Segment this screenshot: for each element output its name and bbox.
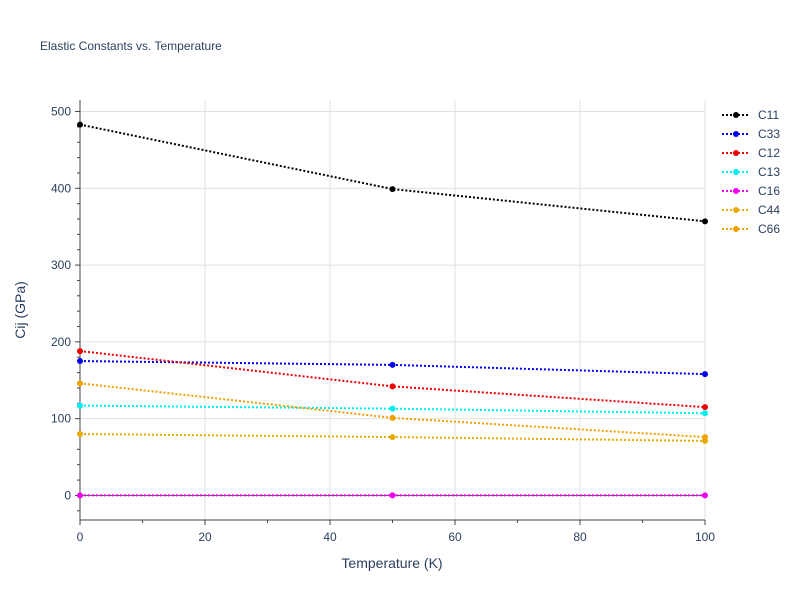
data-point [702,492,708,499]
legend-label: C44 [758,203,780,217]
x-tick-label: 0 [77,530,84,544]
y-tick-label: 500 [51,105,71,119]
y-axis-title: Cij (GPa) [12,281,28,339]
legend-label: C16 [758,184,780,198]
y-tick-label: 400 [51,181,71,195]
data-point [389,383,396,390]
series-line [79,350,706,409]
data-point [77,402,83,409]
legend-swatch-marker [733,188,739,194]
legend[interactable]: C11 C33 C12 C13 C16 C44 C66 [722,108,780,236]
axes [75,100,706,525]
x-tick-label: 40 [323,530,337,544]
series-c66 [77,380,708,441]
data-point [389,405,396,412]
data-point [77,380,83,387]
tick-labels: 0 20 40 60 80 100 0 100 200 300 400 500 [51,105,715,544]
data-point [389,361,396,368]
legend-swatch-marker [733,226,739,232]
data-point [702,218,708,225]
legend-item-c16[interactable]: C16 [722,184,780,198]
y-tick-label: 100 [51,412,71,426]
x-tick-label: 80 [573,530,587,544]
legend-swatch-marker [733,131,739,137]
legend-swatch-marker [733,169,739,175]
legend-item-c13[interactable]: C13 [722,165,780,179]
x-tick-label: 100 [695,530,715,544]
legend-swatch-marker [733,207,739,213]
data-point [702,371,708,378]
data-point [702,404,708,411]
series-line [79,382,706,439]
y-tick-label: 200 [51,335,71,349]
series-line [79,123,706,223]
x-axis-title: Temperature (K) [341,555,442,571]
legend-label: C12 [758,146,780,160]
legend-item-c44[interactable]: C44 [722,203,780,217]
series-c11 [77,121,708,225]
data-point [77,348,83,355]
legend-swatch-marker [733,150,739,156]
legend-label: C66 [758,222,780,236]
legend-label: C33 [758,127,780,141]
series-c12 [77,348,708,411]
series-c13 [77,402,708,417]
data-point [702,410,708,417]
x-tick-label: 60 [448,530,462,544]
data-point [77,121,83,128]
data-point [77,431,83,438]
y-tick-label: 300 [51,258,71,272]
data-point [389,414,396,421]
legend-item-c33[interactable]: C33 [722,127,780,141]
series-c44 [77,431,708,444]
data-point [702,434,708,441]
legend-item-c12[interactable]: C12 [722,146,780,160]
legend-label: C11 [758,108,779,122]
data-point [389,186,396,193]
series-lines [77,121,708,499]
y-tick-label: 0 [64,488,71,502]
data-point [77,492,83,499]
series-c16 [77,492,708,499]
legend-item-c11[interactable]: C11 [722,108,779,122]
data-point [389,434,396,441]
data-point [389,492,396,499]
legend-label: C13 [758,165,780,179]
chart-title: Elastic Constants vs. Temperature [40,39,222,53]
data-point [77,358,83,365]
legend-swatch-marker [733,112,739,118]
legend-item-c66[interactable]: C66 [722,222,780,236]
x-tick-label: 20 [198,530,212,544]
